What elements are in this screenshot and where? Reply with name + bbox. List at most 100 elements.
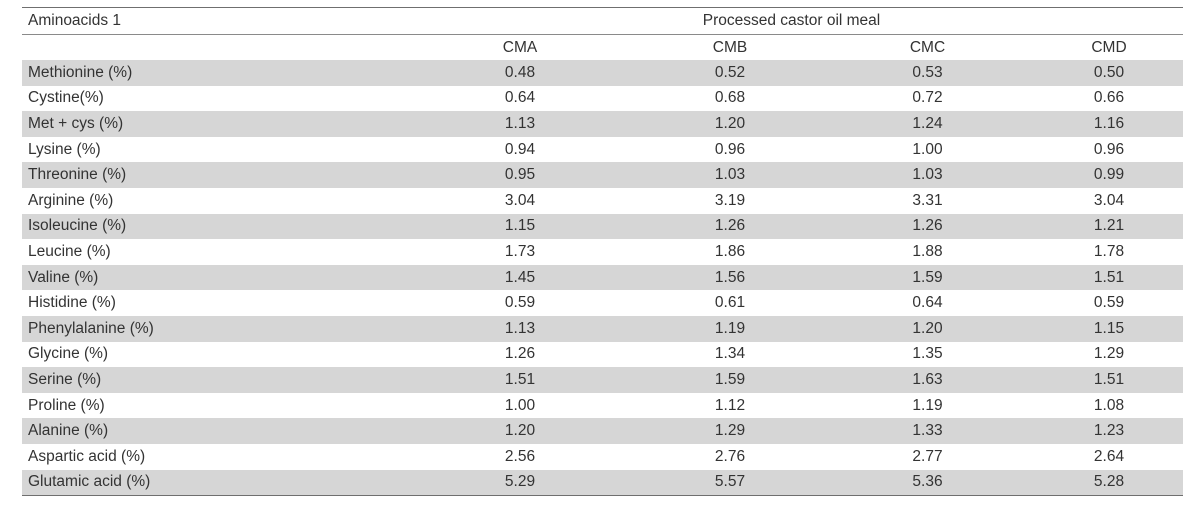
value-cell: 0.52 <box>714 63 746 81</box>
row-label: Alanine (%) <box>28 422 109 440</box>
value-cell: 1.12 <box>714 396 746 414</box>
table-row: Met + cys (%) 1.13 1.20 1.24 1.16 <box>22 111 1183 137</box>
row-label: Leucine (%) <box>28 242 111 260</box>
value-cell: 3.04 <box>1093 191 1125 209</box>
column-header: CMC <box>909 38 946 56</box>
value-cell: 1.03 <box>714 166 746 184</box>
value-cell: 5.29 <box>504 473 536 491</box>
row-label: Serine (%) <box>28 370 102 388</box>
table-top-rule <box>22 7 1183 8</box>
header-rule <box>22 34 1183 35</box>
value-cell: 1.51 <box>1093 370 1125 388</box>
value-cell: 1.13 <box>504 319 536 337</box>
value-cell: 1.00 <box>504 396 536 414</box>
value-cell: 1.08 <box>1093 396 1125 414</box>
value-cell: 0.68 <box>714 89 746 107</box>
value-cell: 1.21 <box>1093 217 1125 235</box>
value-cell: 1.16 <box>1093 114 1125 132</box>
value-cell: 5.57 <box>714 473 746 491</box>
value-cell: 1.86 <box>714 242 746 260</box>
value-cell: 1.20 <box>912 319 943 337</box>
row-label: Proline (%) <box>28 396 105 414</box>
value-cell: 0.50 <box>1093 63 1125 81</box>
value-cell: 1.26 <box>714 217 746 235</box>
value-cell: 0.94 <box>504 140 536 158</box>
value-cell: 1.19 <box>714 319 746 337</box>
value-cell: 1.15 <box>1093 319 1125 337</box>
value-cell: 2.64 <box>1093 447 1125 465</box>
value-cell: 0.72 <box>912 89 943 107</box>
row-label: Methionine (%) <box>28 63 133 81</box>
table-bottom-rule <box>22 495 1183 497</box>
row-label: Arginine (%) <box>28 191 114 209</box>
column-header: CMB <box>712 38 748 56</box>
value-cell: 2.56 <box>504 447 536 465</box>
value-cell: 1.33 <box>912 422 943 440</box>
value-cell: 3.04 <box>504 191 536 209</box>
value-cell: 1.59 <box>714 370 746 388</box>
value-cell: 0.66 <box>1093 89 1125 107</box>
value-cell: 1.35 <box>912 345 943 363</box>
row-label-header: Aminoacids 1 <box>28 12 122 29</box>
value-cell: 1.88 <box>912 242 943 260</box>
value-cell: 1.20 <box>714 114 746 132</box>
row-label: Lysine (%) <box>28 140 101 158</box>
value-cell: 1.56 <box>714 268 746 286</box>
value-cell: 0.59 <box>504 294 536 312</box>
value-cell: 1.45 <box>504 268 536 286</box>
value-cell: 5.36 <box>912 473 943 491</box>
value-cell: 1.13 <box>504 114 536 132</box>
table-row: Phenylalanine (%) 1.13 1.19 1.20 1.15 <box>22 315 1183 342</box>
value-cell: 1.19 <box>912 396 943 414</box>
value-cell: 1.63 <box>912 370 943 388</box>
value-cell: 5.28 <box>1093 473 1125 491</box>
row-label: Histidine (%) <box>28 294 116 312</box>
row-label: Valine (%) <box>28 268 99 286</box>
value-cell: 1.51 <box>504 370 536 388</box>
value-cell: 1.78 <box>1093 242 1125 260</box>
column-header: CMA <box>502 38 538 56</box>
table-row: Cystine(%) 0.64 0.68 0.72 0.66 <box>22 86 1183 112</box>
table-row: Threonine (%) 0.95 1.03 1.03 0.99 <box>22 162 1183 188</box>
value-cell: 1.24 <box>912 114 943 132</box>
value-cell: 1.51 <box>1093 268 1125 286</box>
row-label: Threonine (%) <box>28 166 127 184</box>
group-header: Processed castor oil meal <box>702 12 881 29</box>
column-header: CMD <box>1091 38 1127 56</box>
table-row: Glutamic acid (%) 5.29 5.57 5.36 5.28 <box>22 469 1183 496</box>
row-label: Glutamic acid (%) <box>28 473 151 491</box>
row-label: Aspartic acid (%) <box>28 447 146 465</box>
value-cell: 0.61 <box>714 294 746 312</box>
table-row: Alanine (%) 1.20 1.29 1.33 1.23 <box>22 418 1183 444</box>
value-cell: 2.76 <box>714 447 746 465</box>
table-row: Serine (%) 1.51 1.59 1.63 1.51 <box>22 367 1183 393</box>
table-header-columns-row: CMA CMB CMC CMD <box>22 35 1183 60</box>
value-cell: 0.96 <box>1093 140 1125 158</box>
table-row: Glycine (%) 1.26 1.34 1.35 1.29 <box>22 342 1183 368</box>
table-row: Isoleucine (%) 1.15 1.26 1.26 1.21 <box>22 213 1183 240</box>
value-cell: 1.26 <box>912 217 943 235</box>
table-body: Methionine (%) 0.48 0.52 0.53 0.50 Cystine(%)… <box>22 60 1183 496</box>
value-cell: 1.73 <box>504 242 536 260</box>
value-cell: 1.59 <box>912 268 943 286</box>
value-cell: 0.96 <box>714 140 746 158</box>
value-cell: 3.19 <box>714 191 746 209</box>
value-cell: 1.34 <box>714 345 746 363</box>
table-row: Histidine (%) 0.59 0.61 0.64 0.59 <box>22 290 1183 316</box>
table-row: Proline (%) 1.00 1.12 1.19 1.08 <box>22 393 1183 419</box>
value-cell: 0.64 <box>912 294 943 312</box>
value-cell: 0.99 <box>1093 166 1125 184</box>
value-cell: 0.53 <box>912 63 943 81</box>
value-cell: 3.31 <box>912 191 943 209</box>
value-cell: 1.00 <box>912 140 943 158</box>
row-label: Phenylalanine (%) <box>28 319 154 337</box>
table-row: Aspartic acid (%) 2.56 2.76 2.77 2.64 <box>22 444 1183 470</box>
value-cell: 0.64 <box>504 89 536 107</box>
value-cell: 0.59 <box>1093 294 1125 312</box>
value-cell: 1.23 <box>1093 422 1125 440</box>
table-row: Valine (%) 1.45 1.56 1.59 1.51 <box>22 264 1183 291</box>
table-row: Lysine (%) 0.94 0.96 1.00 0.96 <box>22 137 1183 163</box>
table-row: Methionine (%) 0.48 0.52 0.53 0.50 <box>22 60 1183 86</box>
row-label: Glycine (%) <box>28 345 109 363</box>
value-cell: 0.95 <box>504 166 536 184</box>
